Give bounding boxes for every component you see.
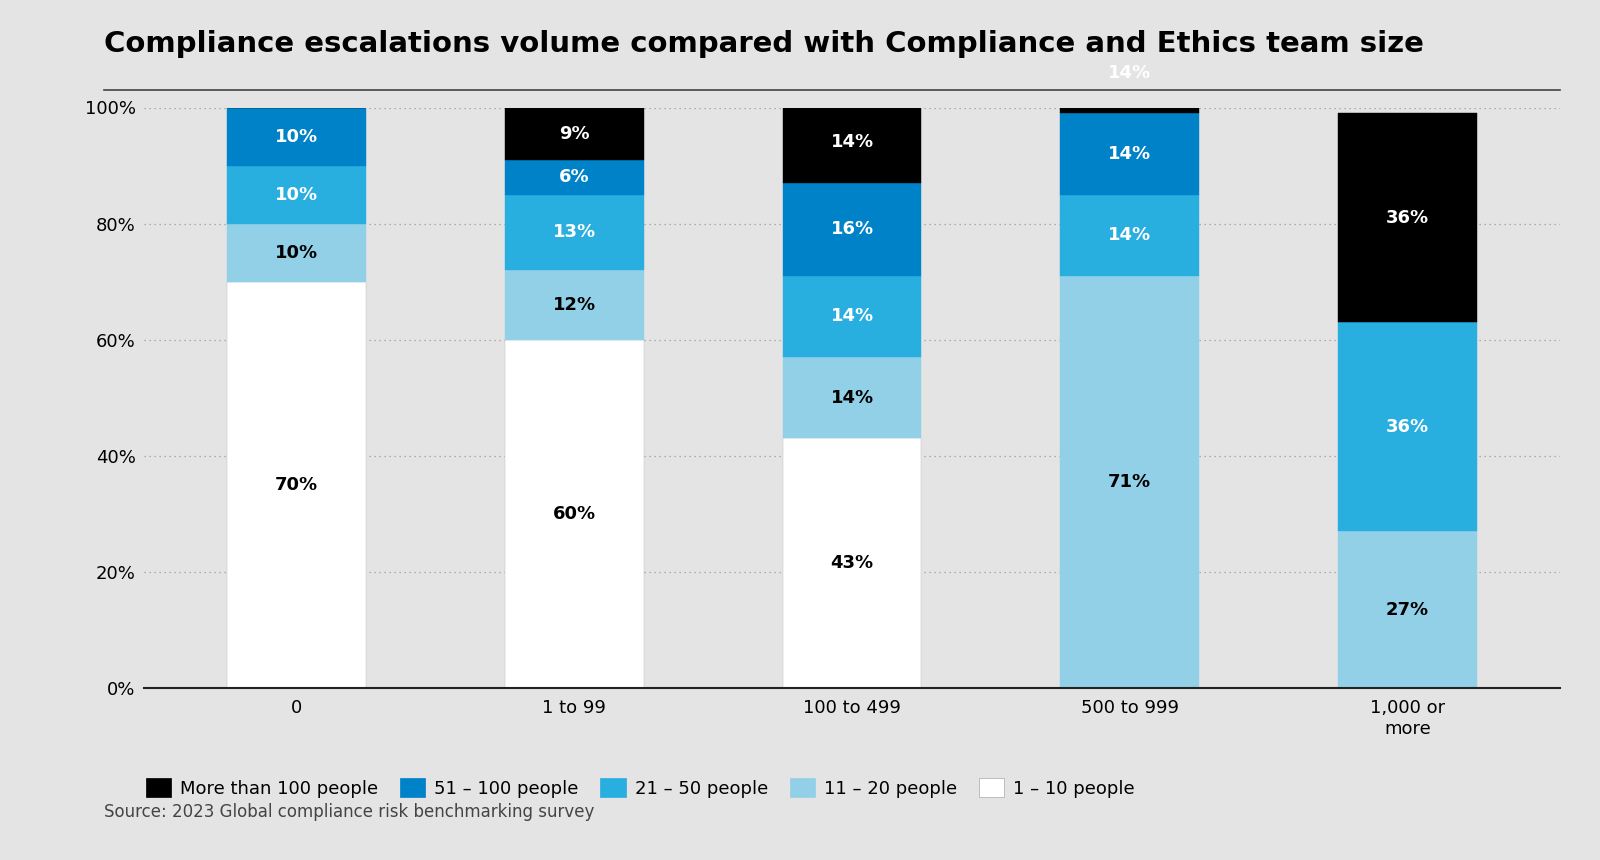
Text: 36%: 36% — [1386, 209, 1429, 227]
Text: 13%: 13% — [552, 224, 595, 242]
Text: 71%: 71% — [1109, 473, 1152, 491]
Text: 36%: 36% — [1386, 418, 1429, 436]
Text: 10%: 10% — [275, 127, 318, 145]
Bar — [1338, 114, 1477, 322]
Text: 60%: 60% — [552, 505, 595, 523]
Bar — [1061, 114, 1198, 194]
Bar — [227, 224, 366, 282]
Bar — [227, 108, 366, 166]
Bar — [227, 282, 366, 688]
Text: 9%: 9% — [558, 125, 590, 143]
Bar — [1061, 276, 1198, 688]
Bar — [227, 166, 366, 224]
Text: Source: 2023 Global compliance risk benchmarking survey: Source: 2023 Global compliance risk benc… — [104, 803, 594, 821]
Bar — [1338, 322, 1477, 531]
Text: 70%: 70% — [275, 476, 318, 494]
Text: 14%: 14% — [1109, 226, 1152, 244]
Bar — [1061, 194, 1198, 276]
Bar — [782, 357, 922, 439]
Bar — [506, 108, 643, 160]
Bar — [1338, 531, 1477, 688]
Text: 6%: 6% — [558, 169, 590, 186]
Text: 27%: 27% — [1386, 600, 1429, 618]
Text: 14%: 14% — [830, 133, 874, 151]
Text: 10%: 10% — [275, 243, 318, 261]
Text: 12%: 12% — [552, 296, 595, 314]
Bar — [506, 160, 643, 194]
Text: 14%: 14% — [830, 308, 874, 325]
Text: 14%: 14% — [830, 389, 874, 407]
Text: 43%: 43% — [830, 554, 874, 572]
Text: 10%: 10% — [275, 186, 318, 204]
Bar — [506, 340, 643, 688]
Text: 14%: 14% — [1109, 64, 1152, 82]
Bar — [506, 194, 643, 270]
Text: 14%: 14% — [1109, 145, 1152, 163]
Bar — [782, 101, 922, 183]
Bar — [782, 439, 922, 688]
Text: 16%: 16% — [830, 220, 874, 238]
Bar — [782, 183, 922, 276]
Bar — [506, 270, 643, 340]
Bar — [1061, 32, 1198, 114]
Legend: More than 100 people, 51 – 100 people, 21 – 50 people, 11 – 20 people, 1 – 10 pe: More than 100 people, 51 – 100 people, 2… — [146, 778, 1134, 797]
Text: Compliance escalations volume compared with Compliance and Ethics team size: Compliance escalations volume compared w… — [104, 30, 1424, 58]
Bar — [782, 276, 922, 357]
